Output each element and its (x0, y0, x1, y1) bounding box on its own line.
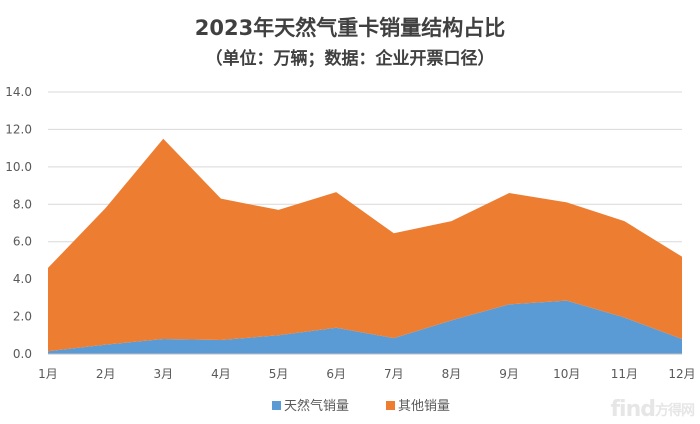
watermark-logo: find方得网 (610, 397, 695, 422)
y-tick-label: 10.0 (5, 160, 32, 174)
x-tick-label: 9月 (499, 367, 519, 381)
x-tick-label: 4月 (211, 367, 231, 381)
chart-title: 2023年天然气重卡销量结构占比 (194, 16, 506, 40)
x-tick-label: 2月 (96, 367, 116, 381)
x-tick-label: 6月 (326, 367, 346, 381)
area-series-2 (48, 138, 682, 352)
y-tick-label: 0.0 (13, 347, 32, 361)
chart-subtitle: （单位：万辆；数据：企业开票口径） (205, 49, 495, 69)
legend-label: 天然气销量 (284, 398, 349, 414)
y-tick-label: 4.0 (13, 272, 32, 286)
legend: 天然气销量 其他销量 (272, 398, 450, 414)
axes: 0.0 2.0 4.0 6.0 8.0 10.0 12.0 14.0 1月 2月 3月 4月 5月 6月 7… (5, 85, 695, 381)
x-tick-label: 8月 (442, 367, 462, 381)
x-tick-label: 11月 (611, 367, 638, 381)
x-tick-label: 10月 (553, 367, 580, 381)
x-tick-label: 5月 (269, 367, 289, 381)
y-tick-label: 8.0 (13, 197, 32, 211)
x-tick-label: 1月 (38, 367, 58, 381)
y-tick-label: 12.0 (5, 122, 32, 136)
legend-swatch (386, 401, 395, 410)
area-series (48, 138, 682, 354)
y-tick-label: 14.0 (5, 85, 32, 99)
y-tick-label: 2.0 (13, 310, 32, 324)
legend-label: 其他销量 (398, 399, 450, 414)
x-tick-label: 3月 (153, 367, 173, 381)
area-series-1 (48, 300, 682, 354)
legend-swatch (272, 401, 281, 410)
x-tick-label: 7月 (384, 367, 404, 381)
y-tick-label: 6.0 (13, 235, 32, 249)
x-tick-label: 12月 (668, 367, 695, 381)
